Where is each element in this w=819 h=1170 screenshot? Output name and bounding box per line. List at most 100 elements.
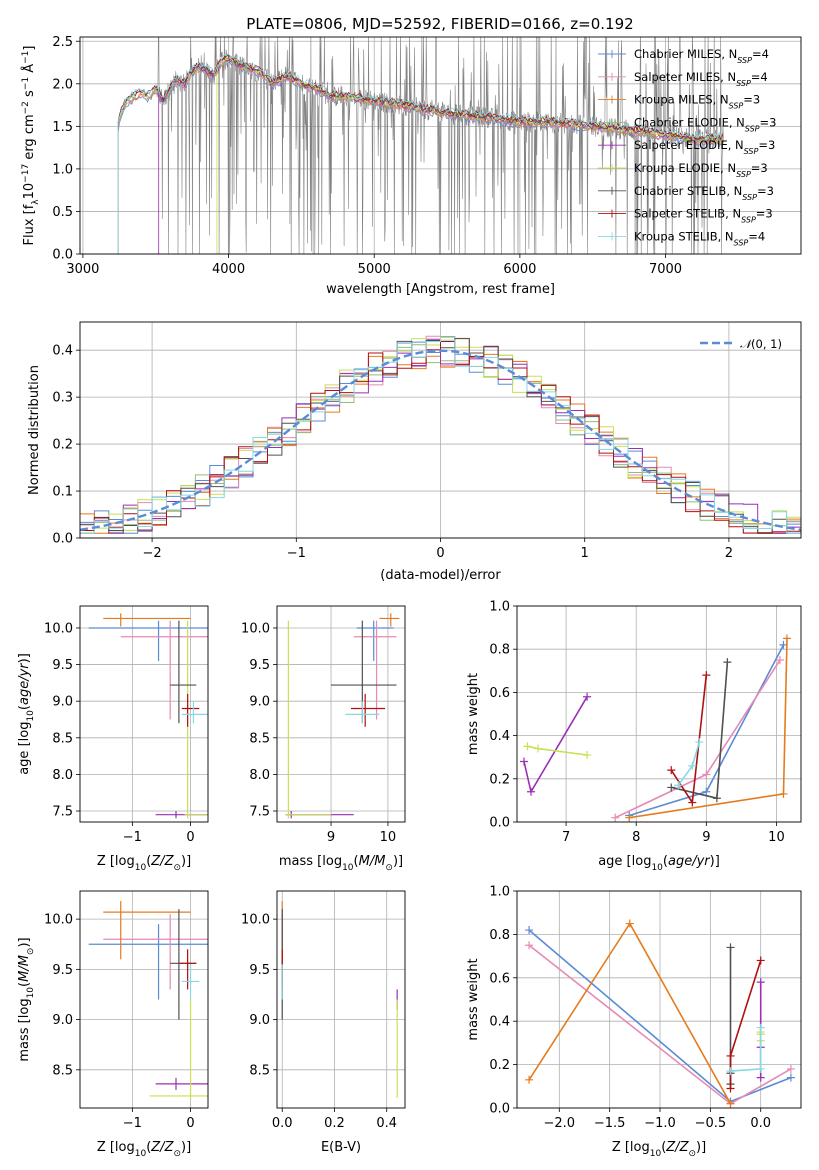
data-point [103, 914, 208, 990]
tick-label-y: 1.0 [489, 600, 510, 615]
series-marker [702, 787, 711, 796]
tick-label-y: 0.6 [489, 971, 510, 986]
tick-label-x: 1 [581, 546, 589, 561]
series-marker [782, 634, 791, 643]
axes-frame [79, 890, 209, 1109]
tick-label-y: 10.0 [44, 913, 73, 928]
series-marker [525, 1075, 534, 1084]
axes-frame [276, 605, 406, 823]
series-marker [695, 738, 704, 747]
tick-label-x: −1.5 [594, 1116, 626, 1131]
model-curve [117, 53, 723, 254]
residuals-plot-area [80, 335, 801, 534]
legend-entry: Chabrier MILES, NSSP=4 [634, 47, 769, 65]
series-marker [525, 926, 534, 935]
legend-entry: Kroupa ELODIE, NSSP=3 [634, 161, 768, 179]
data-point [149, 999, 208, 1100]
tick-label-x: 0.4 [376, 1116, 397, 1131]
axes-frame [516, 605, 802, 823]
series-marker [583, 692, 592, 701]
tick-label-y: 1.0 [52, 162, 73, 177]
mass-vs-Z-plot-area [88, 901, 208, 1100]
series-marker [712, 794, 721, 803]
x-axis-label: wavelength [Angstrom, rest frame] [326, 282, 555, 297]
series-marker [688, 798, 697, 807]
legend-entry: Kroupa STELIB, NSSP=4 [634, 229, 765, 247]
data-point [285, 620, 332, 819]
chart-weight-vs-Z: −2.0 −1.5 −1.0 −0.5 0.0 0.0 0.2 0.4 0.6 0.8 1.0 Z [… [466, 885, 802, 1159]
tick-label-x: 10 [380, 830, 397, 845]
data-point [353, 620, 397, 720]
data-point [103, 901, 191, 960]
axes-frame [516, 890, 802, 1109]
series-marker [756, 1064, 765, 1073]
chart-age-vs-Z: −1 0 7.5 8.0 8.5 9.0 9.5 10.0 Z [log10(Z/Z⊙)] age… [17, 605, 209, 873]
data-point [178, 949, 197, 990]
chart-weight-vs-age: 7 8 9 10 0.0 0.2 0.4 0.6 0.8 1.0 age [log10(age/yr… [466, 600, 802, 873]
tick-label-x: 9 [327, 830, 335, 845]
data-point [379, 613, 400, 627]
tick-label-x: −1 [123, 1116, 142, 1131]
series-marker [702, 770, 711, 779]
tick-label-x: 0.2 [324, 1116, 345, 1131]
tick-label-y: 0.4 [489, 729, 510, 744]
data-point [88, 924, 208, 1000]
legend-entry: Kroupa MILES, NSSP=3 [634, 93, 760, 111]
x-axis-label: mass [log10(M/M⊙)] [279, 854, 403, 873]
series-marker [786, 1073, 795, 1082]
axes-frame [276, 890, 406, 1109]
gaussian-curve [80, 349, 801, 531]
tick-label-x: −1 [123, 830, 142, 845]
model-curve [117, 54, 723, 254]
spectrum-legend: Chabrier MILES, NSSP=4 Salpeter MILES, NS… [598, 47, 776, 247]
x-axis-label: age [log10(age/yr)] [598, 854, 720, 873]
data-point [88, 620, 208, 661]
tick-label-y: 0.0 [52, 248, 73, 263]
histogram-step [80, 339, 801, 534]
tick-label-x: 0 [436, 546, 444, 561]
series-marker [625, 919, 634, 928]
tick-label-y: 9.5 [52, 658, 73, 673]
tick-label-x: −1 [287, 546, 306, 561]
tick-label-y: 10.0 [241, 913, 270, 928]
series-marker [726, 943, 735, 952]
data-point [350, 693, 386, 727]
series-marker [726, 1099, 735, 1108]
axes-frame [79, 321, 802, 539]
tick-label-y: 8.5 [52, 1063, 73, 1078]
data-point [155, 1077, 208, 1090]
tick-label-y: 8.5 [249, 731, 270, 746]
model-curve [117, 58, 723, 254]
series-marker [667, 783, 676, 792]
tick-label-y: 0.2 [489, 772, 510, 787]
chart-age-vs-mass: 9 10 7.5 8.0 8.5 9.0 9.5 10.0 mass [log10(M/M⊙)] [241, 605, 406, 873]
tick-label-x: −2 [143, 546, 162, 561]
tick-label-y: 0.0 [489, 1102, 510, 1117]
series-marker [525, 941, 534, 950]
tick-label-y: 0.5 [52, 205, 73, 220]
tick-label-y: 9.5 [249, 963, 270, 978]
series-marker [527, 787, 536, 796]
y-axis-label: Flux [fλ10−17 erg cm−2 s−1 Å−1] [21, 46, 41, 246]
mass-vs-ebv-plot-area [281, 901, 398, 1098]
model-curve [117, 60, 723, 254]
series-marker [726, 1084, 735, 1093]
age-vs-Z-plot-area [88, 613, 208, 819]
chart-mass-vs-ebv: 0.0 0.2 0.4 8.5 9.0 9.5 10.0 E(B-V) [241, 890, 406, 1155]
data-point [120, 620, 208, 720]
series-marker [534, 744, 543, 753]
legend-entry: Salpeter STELIB, NSSP=3 [634, 207, 773, 225]
tick-label-x: −0.5 [695, 1116, 727, 1131]
tick-label-x: 2 [725, 546, 733, 561]
tick-label-x: 10 [768, 830, 785, 845]
tick-label-y: 0.1 [52, 485, 73, 500]
tick-label-y: 0.2 [489, 1058, 510, 1073]
tick-label-y: 9.0 [52, 1013, 73, 1028]
tick-label-y: 8.0 [52, 768, 73, 783]
tick-label-y: 2.5 [52, 35, 73, 50]
figure-title: PLATE=0806, MJD=52592, FIBERID=0166, z=0… [246, 15, 633, 33]
series-line [629, 638, 788, 819]
tick-label-y: 0.4 [489, 1015, 510, 1030]
axes-frame [79, 36, 802, 255]
